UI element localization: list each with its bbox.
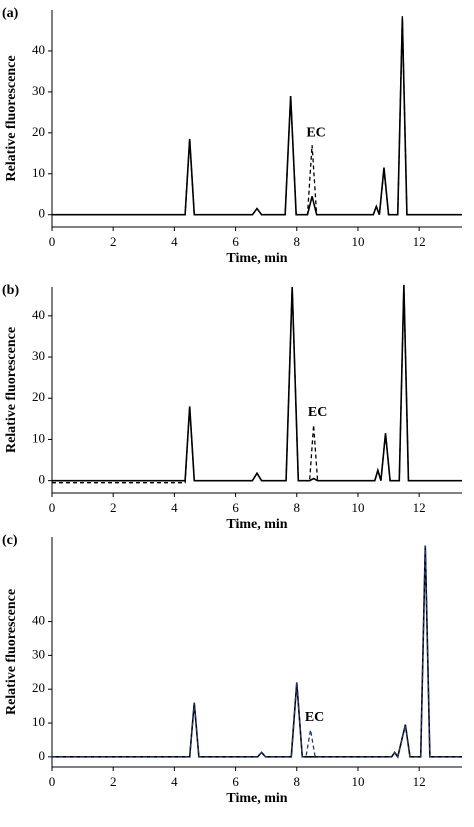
x-tick-label: 8 <box>294 774 301 789</box>
chromatogram-line <box>52 16 462 216</box>
x-tick-label: 6 <box>232 774 239 789</box>
panel-label: (a) <box>2 6 19 21</box>
x-axis-label: Time, min <box>226 791 287 806</box>
x-tick-label: 4 <box>171 500 178 515</box>
y-axis-label: Relative fluorescence <box>4 589 19 715</box>
chromatogram-line <box>52 18 462 216</box>
x-tick-label: 10 <box>351 500 364 515</box>
y-axis-label: Relative fluorescence <box>4 55 19 181</box>
y-tick-label: 30 <box>32 348 45 363</box>
y-tick-label: 20 <box>32 680 45 695</box>
x-tick-label: 2 <box>110 774 117 789</box>
y-tick-label: 20 <box>32 389 45 404</box>
y-axis-label: Relative fluorescence <box>4 327 19 453</box>
y-tick-label: 40 <box>32 613 45 628</box>
x-tick-label: 2 <box>110 500 117 515</box>
x-axis-label: Time, min <box>226 517 287 532</box>
x-tick-label: 8 <box>294 500 301 515</box>
x-tick-label: 2 <box>110 234 117 249</box>
y-tick-label: 0 <box>39 748 46 763</box>
y-tick-label: 10 <box>32 430 45 445</box>
y-tick-label: 40 <box>32 42 45 57</box>
x-tick-label: 0 <box>49 234 56 249</box>
x-tick-label: 12 <box>413 774 426 789</box>
x-tick-label: 12 <box>413 500 426 515</box>
x-tick-label: 0 <box>49 774 56 789</box>
x-tick-label: 6 <box>232 500 239 515</box>
y-tick-label: 10 <box>32 165 45 180</box>
x-tick-label: 4 <box>171 234 178 249</box>
x-tick-label: 10 <box>351 774 364 789</box>
annotation: EC <box>308 405 327 420</box>
x-tick-label: 8 <box>294 234 301 249</box>
annotation: EC <box>305 710 324 725</box>
y-tick-label: 10 <box>32 714 45 729</box>
y-tick-label: 40 <box>32 307 45 322</box>
x-axis-label: Time, min <box>226 251 287 266</box>
x-tick-label: 10 <box>351 234 364 249</box>
chromatogram-line <box>52 545 462 759</box>
y-tick-label: 20 <box>32 124 45 139</box>
x-tick-label: 0 <box>49 500 56 515</box>
annotation: EC <box>306 125 325 140</box>
y-tick-label: 0 <box>39 472 46 487</box>
x-tick-label: 4 <box>171 774 178 789</box>
y-tick-label: 30 <box>32 83 45 98</box>
x-tick-label: 12 <box>413 234 426 249</box>
chromatogram-line <box>52 284 462 484</box>
y-tick-label: 0 <box>39 206 46 221</box>
chromatogram-line <box>52 545 462 759</box>
panel-label: (b) <box>2 283 19 298</box>
panel-label: (c) <box>2 533 18 548</box>
x-tick-label: 6 <box>232 234 239 249</box>
y-tick-label: 30 <box>32 646 45 661</box>
